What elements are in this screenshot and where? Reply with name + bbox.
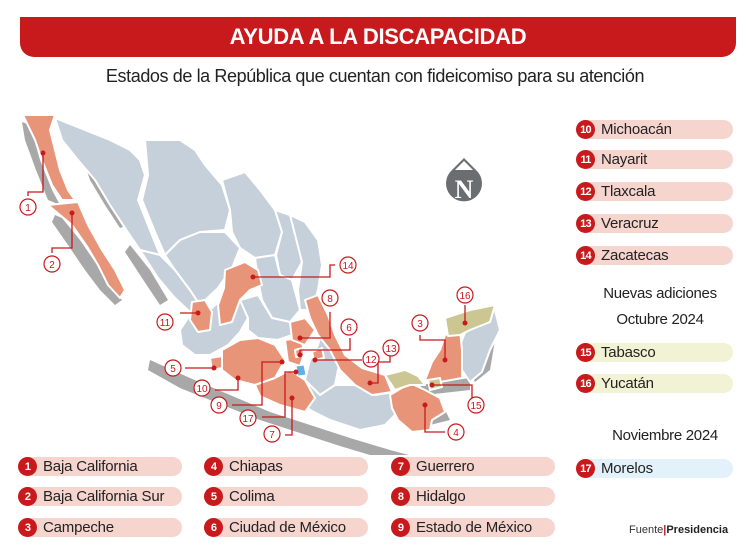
- number-badge: 3: [18, 518, 37, 537]
- number-badge: 10: [576, 120, 595, 139]
- svg-text:13: 13: [385, 344, 397, 355]
- base-states: [54, 117, 501, 431]
- number-badge: 1: [18, 457, 37, 476]
- svg-text:3: 3: [417, 319, 423, 330]
- svg-text:4: 4: [453, 428, 459, 439]
- legend-item-nayarit: 11 Nayarit: [576, 150, 733, 169]
- legend-item-guerrero: 7 Guerrero: [391, 457, 555, 476]
- state-michoacan: [221, 337, 286, 386]
- state-baja-california: [22, 114, 76, 201]
- legend-item-chiapas: 4 Chiapas: [204, 457, 368, 476]
- svg-text:10: 10: [196, 384, 208, 395]
- legend-item-tlaxcala: 12 Tlaxcala: [576, 182, 733, 201]
- state-label: Hidalgo: [416, 488, 466, 505]
- state-label: Campeche: [43, 519, 114, 536]
- mexico-map: 1 2 14 11 5 10 9 17 7 8 6 12 13 3 16 15 …: [0, 95, 560, 455]
- legend-item-zacatecas: 14 Zacatecas: [576, 246, 733, 265]
- number-badge: 13: [576, 214, 595, 233]
- legend-item-estado-de-mexico: 9 Estado de México: [391, 518, 555, 537]
- number-badge: 9: [391, 518, 410, 537]
- legend-item-yucatan: 16 Yucatán: [576, 374, 733, 393]
- octubre-2024-heading: Octubre 2024: [616, 311, 704, 328]
- svg-text:6: 6: [346, 323, 352, 334]
- legend-item-morelos: 17 Morelos: [576, 459, 733, 478]
- state-label: Baja California Sur: [43, 488, 165, 505]
- legend-item-michoacan: 10 Michoacán: [576, 120, 733, 139]
- legend-item-ciudad-de-mexico: 6 Ciudad de México: [204, 518, 368, 537]
- legend-item-colima: 5 Colima: [204, 487, 368, 506]
- state-label: Zacatecas: [601, 247, 669, 264]
- source-divider: |: [663, 524, 667, 536]
- source-credit: Fuente|Presidencia: [629, 524, 728, 536]
- number-badge: 2: [18, 487, 37, 506]
- legend-item-veracruz: 13 Veracruz: [576, 214, 733, 233]
- svg-text:12: 12: [365, 355, 377, 366]
- nuevas-adiciones-heading: Nuevas adiciones: [603, 285, 717, 302]
- page-subtitle: Estados de la República que cuentan con …: [105, 66, 645, 86]
- svg-text:7: 7: [269, 430, 275, 441]
- svg-text:16: 16: [459, 291, 471, 302]
- state-label: Chiapas: [229, 458, 283, 475]
- legend-item-campeche: 3 Campeche: [18, 518, 182, 537]
- legend-item-hidalgo: 8 Hidalgo: [391, 487, 555, 506]
- state-label: Tlaxcala: [601, 183, 656, 200]
- callout-dots: [40, 150, 468, 408]
- callouts: [27, 153, 473, 436]
- source-label: Fuente: [629, 524, 664, 536]
- number-badge: 17: [576, 459, 595, 478]
- number-badge: 12: [576, 182, 595, 201]
- svg-text:17: 17: [242, 414, 254, 425]
- state-nayarit: [189, 299, 213, 333]
- title-banner: AYUDA A LA DISCAPACIDAD: [20, 17, 736, 57]
- state-campeche: [424, 329, 463, 383]
- state-chiapas: [389, 382, 446, 433]
- number-badge: 7: [391, 457, 410, 476]
- number-badge: 15: [576, 343, 595, 362]
- state-label: Michoacán: [601, 121, 672, 138]
- fideicomiso-states: [22, 114, 463, 433]
- number-badge: 5: [204, 487, 223, 506]
- number-badge: 16: [576, 374, 595, 393]
- state-label: Baja California: [43, 458, 138, 475]
- source-value: Presidencia: [666, 524, 729, 536]
- svg-text:5: 5: [170, 364, 176, 375]
- state-label: Guerrero: [416, 458, 475, 475]
- state-yucatan: [444, 304, 496, 337]
- number-badge: 6: [204, 518, 223, 537]
- state-label: Nayarit: [601, 151, 648, 168]
- number-badge: 8: [391, 487, 410, 506]
- svg-text:9: 9: [216, 401, 222, 412]
- svg-text:8: 8: [327, 294, 333, 305]
- svg-text:1: 1: [25, 203, 31, 214]
- legend-item-tabasco: 15 Tabasco: [576, 343, 733, 362]
- legend-item-baja-california: 1 Baja California: [18, 457, 182, 476]
- octubre-2024-states: [384, 304, 496, 391]
- number-badge: 4: [204, 457, 223, 476]
- callout-labels: 1 2 14 11 5 10 9 17 7 8 6 12 13 3 16 15 …: [19, 198, 485, 443]
- state-label: Colima: [229, 488, 275, 505]
- state-tabasco: [384, 369, 426, 391]
- state-label: Tabasco: [601, 344, 656, 361]
- noviembre-2024-heading: Noviembre 2024: [612, 427, 718, 444]
- svg-text:14: 14: [342, 261, 354, 272]
- number-badge: 14: [576, 246, 595, 265]
- n-logo-icon: N: [446, 158, 482, 204]
- legend-item-baja-california-sur: 2 Baja California Sur: [18, 487, 182, 506]
- number-badge: 11: [576, 150, 595, 169]
- svg-text:11: 11: [160, 318, 171, 329]
- svg-text:N: N: [455, 175, 474, 204]
- page-title: AYUDA A LA DISCAPACIDAD: [229, 24, 527, 49]
- state-label: Yucatán: [601, 375, 654, 392]
- state-label: Morelos: [601, 460, 653, 477]
- svg-text:2: 2: [49, 260, 55, 271]
- state-label: Veracruz: [601, 215, 659, 232]
- state-tlaxcala: [311, 347, 325, 361]
- state-label: Estado de México: [416, 519, 533, 536]
- state-label: Ciudad de México: [229, 519, 346, 536]
- svg-text:15: 15: [470, 401, 482, 412]
